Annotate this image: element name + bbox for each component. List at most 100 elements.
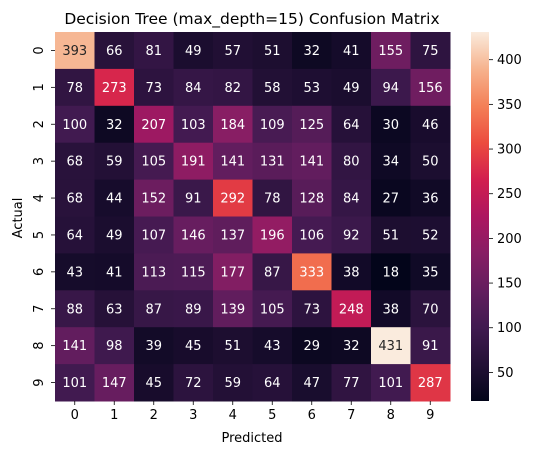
cell-value-label: 50 (422, 155, 439, 170)
cell-value-label: 51 (224, 339, 241, 354)
heatmap-cell (94, 327, 135, 365)
heatmap-cell (331, 105, 372, 144)
heatmap-cell (371, 253, 411, 291)
cell-value-label: 51 (382, 228, 399, 243)
cell-value-label: 141 (62, 339, 87, 354)
heatmap-cell (410, 179, 451, 217)
heatmap-cell (213, 216, 253, 254)
cell-value-label: 18 (382, 265, 399, 280)
cell-value-label: 292 (220, 192, 245, 207)
x-tick-label: 8 (387, 408, 395, 423)
y-axis-label: Actual (11, 198, 26, 239)
heatmap-cell (55, 142, 95, 181)
cell-value-label: 109 (260, 118, 285, 133)
heatmap-cell (292, 32, 332, 70)
cell-value-label: 155 (378, 44, 403, 59)
y-axis-ticks: 0 1 2 3 4 5 6 7 8 9 (32, 46, 55, 387)
heatmap-cell (94, 105, 135, 144)
cell-value-label: 115 (181, 265, 206, 280)
x-tick-label: 0 (71, 408, 79, 423)
cell-value-label: 81 (145, 44, 162, 59)
x-tick-label: 3 (189, 408, 197, 423)
cell-value-label: 103 (181, 118, 206, 133)
heatmap-cell (331, 253, 372, 291)
heatmap-cell (331, 327, 372, 365)
y-tick-label: 6 (32, 268, 47, 276)
heatmap-cell (252, 142, 293, 181)
cell-value-label: 101 (378, 376, 403, 391)
heatmap-cell (173, 179, 214, 217)
heatmap-cell (134, 364, 174, 402)
heatmap-cell (371, 105, 411, 144)
x-tick-label: 7 (347, 408, 355, 423)
heatmap-cell (331, 216, 372, 254)
heatmap-cell (292, 179, 332, 217)
heatmap-cell (371, 68, 411, 107)
cell-value-label: 53 (303, 81, 320, 96)
cell-value-label: 82 (224, 81, 241, 96)
heatmap-cell (55, 364, 95, 402)
heatmap-cell (292, 142, 332, 181)
heatmap-cell (331, 142, 372, 181)
heatmap-cell (213, 253, 253, 291)
heatmap-cell (331, 364, 372, 402)
x-tick-label: 9 (426, 408, 434, 423)
heatmap-cell (134, 179, 174, 217)
x-tick-label: 2 (150, 408, 158, 423)
heatmap-cell (410, 32, 451, 70)
cell-value-label: 38 (382, 302, 399, 317)
cell-value-label: 63 (106, 302, 123, 317)
heatmap-cell (173, 105, 214, 144)
cell-value-label: 91 (422, 339, 439, 354)
cell-value-label: 156 (418, 81, 443, 96)
heatmap-cell (173, 253, 214, 291)
cell-value-label: 105 (260, 302, 285, 317)
heatmap-cell (331, 179, 372, 217)
heatmap-cell (292, 364, 332, 402)
heatmap-cell (173, 290, 214, 328)
cell-value-label: 57 (224, 44, 241, 59)
cell-value-label: 87 (264, 265, 281, 280)
heatmap-cell (173, 142, 214, 181)
cell-value-label: 34 (382, 155, 399, 170)
heatmap-cell (252, 290, 293, 328)
heatmap-cell (252, 179, 293, 217)
cell-value-label: 273 (102, 81, 127, 96)
cell-value-label: 141 (220, 155, 245, 170)
heatmap-cell (371, 364, 411, 402)
colorbar-tick-label: 100 (497, 321, 522, 336)
cell-value-label: 38 (343, 265, 360, 280)
cell-value-label: 64 (66, 228, 83, 243)
heatmap-cell (410, 327, 451, 365)
heatmap-cell (213, 32, 253, 70)
heatmap-cell (55, 290, 95, 328)
cell-value-label: 59 (224, 376, 241, 391)
heatmap-cell (292, 253, 332, 291)
x-axis-ticks: 0 1 2 3 4 5 6 7 8 9 (71, 401, 434, 423)
cell-value-label: 45 (185, 339, 202, 354)
heatmap-cell (173, 216, 214, 254)
cell-value-label: 59 (106, 155, 123, 170)
heatmap-cell (134, 142, 174, 181)
cell-value-label: 27 (382, 192, 399, 207)
cell-value-label: 47 (303, 376, 320, 391)
heatmap-cell (213, 179, 253, 217)
heatmap-cell (55, 105, 95, 144)
chart-title: Decision Tree (max_depth=15) Confusion M… (64, 10, 439, 29)
heatmap-cell (94, 364, 135, 402)
heatmap-cell (55, 68, 95, 107)
cell-value-label: 68 (66, 192, 83, 207)
heatmap-cell (371, 327, 411, 365)
heatmap-cell (94, 179, 135, 217)
colorbar-ticks: 50 100 150 200 250 300 350 400 (489, 53, 522, 381)
colorbar-tick-label: 200 (497, 232, 522, 247)
heatmap-cell (252, 105, 293, 144)
heatmap-cell (410, 216, 451, 254)
cell-value-label: 41 (106, 265, 123, 280)
cell-value-label: 73 (145, 81, 162, 96)
heatmap-cell (371, 142, 411, 181)
cell-value-label: 106 (299, 228, 324, 243)
heatmap-cell (331, 290, 372, 328)
heatmap-cell (252, 253, 293, 291)
